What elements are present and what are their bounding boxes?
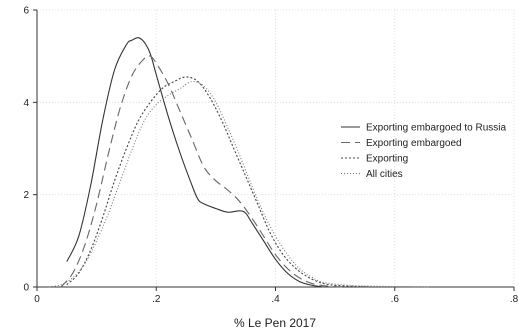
x-tick-label: .6 bbox=[391, 294, 400, 305]
legend-label-3: Exporting bbox=[366, 154, 408, 165]
series-line-1 bbox=[66, 37, 324, 288]
x-axis-title: % Le Pen 2017 bbox=[234, 316, 316, 330]
x-tick-label: .4 bbox=[271, 294, 280, 305]
legend: Exporting embargoed to Russia Exporting e… bbox=[341, 123, 507, 180]
x-tick-label: 0 bbox=[34, 294, 40, 305]
x-tick-label: .2 bbox=[152, 294, 161, 305]
legend-label-2: Exporting embargoed bbox=[366, 138, 462, 149]
legend-label-4: All cities bbox=[366, 169, 403, 180]
series-line-4 bbox=[48, 80, 431, 288]
legend-label-1: Exporting embargoed to Russia bbox=[366, 123, 507, 134]
y-tick-label: 0 bbox=[23, 283, 29, 294]
x-tick-label: .8 bbox=[510, 294, 519, 305]
y-tick-label: 2 bbox=[23, 190, 29, 201]
y-tick-label: 4 bbox=[23, 98, 29, 109]
series-line-2 bbox=[60, 55, 348, 288]
series-lines bbox=[48, 37, 431, 288]
axes: 0 .2 .4 .6 .8 0 2 4 6 bbox=[23, 6, 518, 306]
series-line-3 bbox=[66, 76, 371, 288]
y-tick-label: 6 bbox=[23, 6, 29, 17]
